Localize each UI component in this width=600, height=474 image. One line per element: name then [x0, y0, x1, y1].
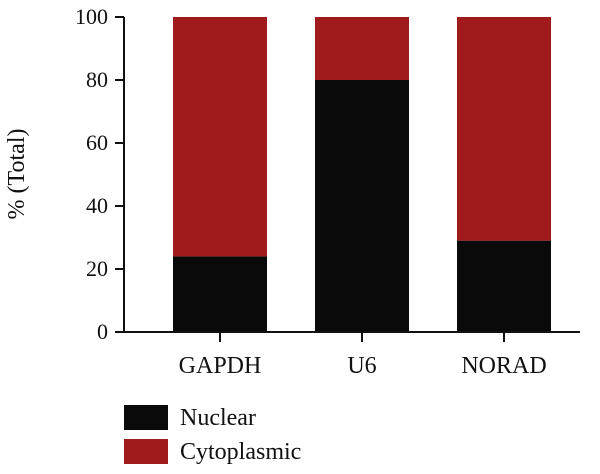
x-tick-label-gapdh: GAPDH: [179, 353, 262, 379]
bar-segment-norad-nuclear: [457, 240, 551, 332]
y-ticks-group: 0 20 40 60 80 100: [75, 4, 124, 344]
bar-segment-u6-cytoplasmic: [315, 17, 409, 80]
y-tick-label: 0: [97, 319, 108, 344]
legend: Nuclear Cytoplasmic: [124, 405, 301, 465]
x-tick-label-norad: NORAD: [461, 353, 546, 379]
bar-segment-norad-cytoplasmic: [457, 17, 551, 241]
legend-swatch-cytoplasmic: [124, 439, 168, 464]
y-tick-label: 40: [86, 193, 108, 218]
y-tick-label: 80: [86, 67, 108, 92]
bars-group: [173, 17, 551, 332]
x-tick-label-u6: U6: [347, 353, 376, 379]
legend-swatch-nuclear: [124, 405, 168, 430]
legend-label-nuclear: Nuclear: [180, 405, 256, 431]
legend-label-cytoplasmic: Cytoplasmic: [180, 439, 301, 465]
y-tick-label: 60: [86, 130, 108, 155]
y-axis-title: % (Total): [4, 129, 30, 220]
x-ticks-group: GAPDH U6 NORAD: [179, 332, 547, 379]
bar-segment-gapdh-cytoplasmic: [173, 17, 267, 257]
bar-segment-u6-nuclear: [315, 80, 409, 332]
y-tick-label: 100: [75, 4, 108, 29]
y-tick-label: 20: [86, 256, 108, 281]
bar-segment-gapdh-nuclear: [173, 256, 267, 332]
